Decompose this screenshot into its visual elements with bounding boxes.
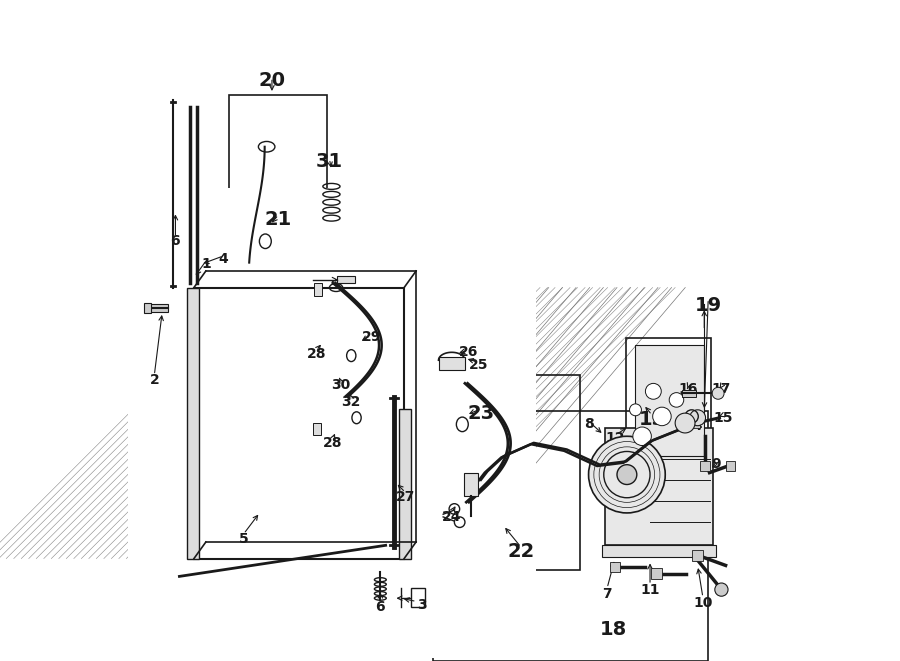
Text: 9: 9 <box>711 457 721 471</box>
Text: 13: 13 <box>638 410 666 429</box>
Bar <box>194 288 404 559</box>
Circle shape <box>712 387 724 399</box>
Text: 17: 17 <box>712 381 731 396</box>
Text: 2: 2 <box>149 373 159 387</box>
Circle shape <box>689 410 706 426</box>
Text: 25: 25 <box>468 358 488 372</box>
Circle shape <box>645 383 662 399</box>
Bar <box>605 428 713 545</box>
Text: 1: 1 <box>201 257 211 272</box>
Bar <box>652 568 662 579</box>
Text: 6: 6 <box>171 234 180 249</box>
Text: 10: 10 <box>693 596 713 610</box>
Text: 14: 14 <box>683 419 703 434</box>
Text: 24: 24 <box>442 510 462 524</box>
Circle shape <box>633 427 652 446</box>
Bar <box>602 545 716 557</box>
Text: 21: 21 <box>265 210 292 229</box>
Bar <box>691 421 700 428</box>
Text: 6: 6 <box>375 600 385 614</box>
Bar <box>464 473 478 496</box>
Text: 32: 32 <box>342 395 361 409</box>
Bar <box>94 559 458 658</box>
Bar <box>404 254 536 592</box>
Bar <box>94 254 194 592</box>
Text: 30: 30 <box>331 377 350 392</box>
Bar <box>144 303 151 313</box>
Bar <box>682 390 697 397</box>
Bar <box>699 461 710 471</box>
Bar <box>410 588 426 607</box>
Bar <box>149 304 167 312</box>
Bar <box>626 338 711 471</box>
Bar <box>194 288 404 559</box>
Circle shape <box>604 451 650 498</box>
Text: 11: 11 <box>640 582 660 597</box>
Text: 20: 20 <box>258 71 285 90</box>
Circle shape <box>617 465 637 485</box>
Bar <box>301 274 430 497</box>
Text: 12: 12 <box>606 430 626 445</box>
Text: 29: 29 <box>362 330 381 344</box>
Circle shape <box>652 407 671 426</box>
Bar <box>429 375 580 570</box>
Circle shape <box>589 436 665 513</box>
Text: 27: 27 <box>396 490 415 504</box>
Text: 4: 4 <box>219 252 229 266</box>
Bar <box>337 276 356 283</box>
Bar <box>634 345 704 456</box>
Bar <box>187 288 199 559</box>
Bar <box>399 409 410 559</box>
Text: 16: 16 <box>679 381 698 396</box>
Text: 28: 28 <box>307 346 326 361</box>
Bar <box>609 562 620 572</box>
Text: 3: 3 <box>417 598 427 612</box>
Text: 7: 7 <box>602 586 612 601</box>
Bar <box>692 550 703 561</box>
Text: 28: 28 <box>323 436 343 450</box>
Bar <box>313 423 321 435</box>
Text: 31: 31 <box>316 153 343 171</box>
Text: 8: 8 <box>584 417 594 432</box>
Bar <box>438 357 465 370</box>
Text: 5: 5 <box>238 531 248 546</box>
Text: 18: 18 <box>600 620 627 639</box>
Bar <box>94 188 458 288</box>
Bar <box>229 95 327 292</box>
Text: 22: 22 <box>508 543 535 561</box>
Circle shape <box>715 583 728 596</box>
Text: 15: 15 <box>713 410 733 425</box>
Circle shape <box>629 404 642 416</box>
Text: 19: 19 <box>695 296 722 315</box>
Bar <box>433 411 707 661</box>
Bar <box>726 461 735 471</box>
Text: 26: 26 <box>459 344 478 359</box>
Bar <box>314 283 322 296</box>
Circle shape <box>670 393 684 407</box>
Text: 23: 23 <box>468 404 495 422</box>
Circle shape <box>675 413 695 433</box>
